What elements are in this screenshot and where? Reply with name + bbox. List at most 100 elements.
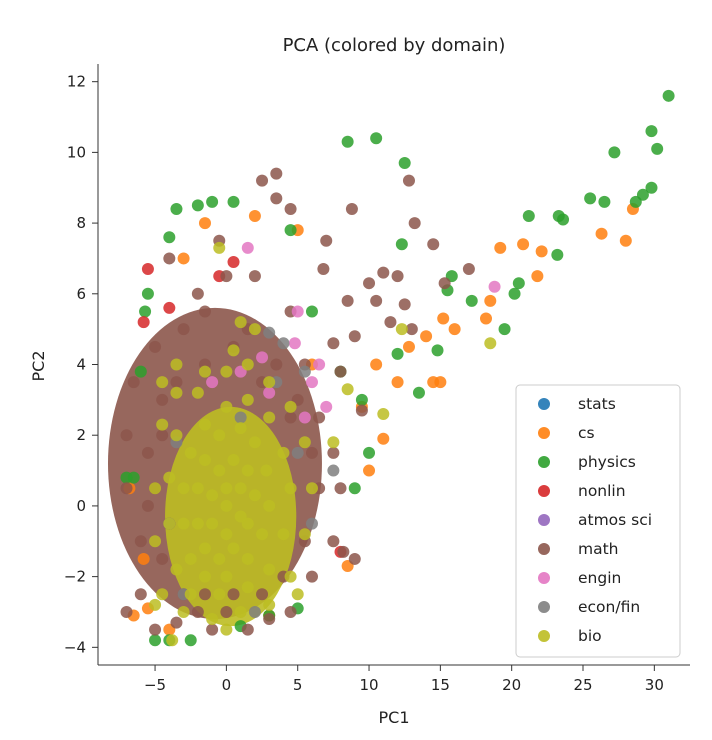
data-point-bio xyxy=(149,598,162,611)
data-point-nonlin xyxy=(141,263,154,276)
data-point-physics xyxy=(191,199,204,212)
data-point-math xyxy=(284,202,297,215)
data-point-math xyxy=(220,605,233,618)
data-point-cs xyxy=(531,270,544,283)
data-point-math xyxy=(127,376,140,389)
data-point-nonlin xyxy=(163,301,176,314)
data-point-bio xyxy=(284,570,297,583)
data-point-bio xyxy=(206,613,219,626)
data-point-bio xyxy=(341,383,354,396)
data-point-bio xyxy=(277,446,290,459)
legend-marker-engin xyxy=(538,572,550,584)
data-point-nonlin xyxy=(227,255,240,268)
legend-items: stats cs physics nonlin atmos sci math engin ec… xyxy=(538,395,652,645)
data-point-math xyxy=(156,429,169,442)
data-point-bio xyxy=(298,528,311,541)
legend-marker-physics xyxy=(538,456,550,468)
data-point-econ-fin xyxy=(327,464,340,477)
legend-marker-math xyxy=(538,543,550,555)
x-tick-label: 10 xyxy=(359,676,378,694)
data-point-econ-fin xyxy=(248,605,261,618)
data-point-math xyxy=(134,588,147,601)
data-point-math xyxy=(327,535,340,548)
x-tick-label: 15 xyxy=(431,676,450,694)
data-point-math xyxy=(348,330,361,343)
data-point-bio xyxy=(191,386,204,399)
data-point-bio xyxy=(170,429,183,442)
data-point-physics xyxy=(398,156,411,169)
data-point-math xyxy=(241,623,254,636)
x-tick-label: 20 xyxy=(502,676,521,694)
data-point-engin xyxy=(256,351,269,364)
data-point-cs xyxy=(448,323,461,336)
data-point-bio xyxy=(263,411,276,424)
data-point-bio xyxy=(277,528,290,541)
data-point-bio xyxy=(227,453,240,466)
data-point-bio xyxy=(284,400,297,413)
data-point-bio xyxy=(163,517,176,530)
chart-title: PCA (colored by domain) xyxy=(283,35,506,56)
data-point-bio xyxy=(260,464,273,477)
data-point-bio xyxy=(263,563,276,576)
data-point-math xyxy=(256,588,269,601)
data-point-bio xyxy=(156,376,169,389)
data-point-math xyxy=(149,623,162,636)
data-point-engin xyxy=(263,386,276,399)
data-point-engin xyxy=(288,337,301,350)
legend-label: cs xyxy=(578,424,595,442)
data-point-bio xyxy=(170,358,183,371)
y-tick-label: −2 xyxy=(64,568,86,586)
legend-marker-bio xyxy=(538,630,550,642)
data-point-bio xyxy=(156,418,169,431)
data-point-bio xyxy=(234,316,247,329)
data-point-math xyxy=(220,270,233,283)
data-point-math xyxy=(402,174,415,187)
data-point-math xyxy=(363,277,376,290)
data-point-physics xyxy=(522,210,535,223)
data-point-math xyxy=(327,337,340,350)
data-point-math xyxy=(227,588,240,601)
legend-marker-nonlin xyxy=(538,485,550,497)
data-point-math xyxy=(327,446,340,459)
data-point-bio xyxy=(227,344,240,357)
data-point-math xyxy=(345,202,358,215)
data-point-cs xyxy=(437,312,450,325)
data-point-econ-fin xyxy=(263,326,276,339)
legend-label: math xyxy=(578,540,619,558)
data-point-physics xyxy=(170,202,183,215)
data-point-econ-fin xyxy=(305,517,318,530)
data-point-math xyxy=(206,623,219,636)
data-point-cs xyxy=(517,238,530,251)
data-point-physics xyxy=(305,305,318,318)
y-tick-label: 0 xyxy=(76,497,86,515)
data-point-math xyxy=(284,605,297,618)
data-point-physics xyxy=(284,224,297,237)
data-point-math xyxy=(341,294,354,307)
data-point-physics xyxy=(227,195,240,208)
data-point-math xyxy=(191,605,204,618)
data-point-physics xyxy=(355,393,368,406)
data-point-math xyxy=(405,323,418,336)
data-point-econ-fin xyxy=(291,446,304,459)
data-point-physics xyxy=(391,347,404,360)
data-point-math xyxy=(348,552,361,565)
data-point-math xyxy=(141,499,154,512)
data-point-physics xyxy=(431,344,444,357)
data-point-bio xyxy=(177,517,190,530)
data-point-math xyxy=(370,294,383,307)
y-tick-label: 2 xyxy=(76,426,86,444)
data-point-bio xyxy=(263,598,276,611)
legend-label: stats xyxy=(578,395,616,413)
data-point-cs xyxy=(494,241,507,254)
legend-label: econ/fin xyxy=(578,598,640,616)
data-point-cs xyxy=(420,330,433,343)
y-tick-label: −4 xyxy=(64,638,86,656)
data-point-cs xyxy=(363,464,376,477)
data-point-physics xyxy=(598,195,611,208)
data-point-bio xyxy=(263,376,276,389)
legend-marker-econ-fin xyxy=(538,601,550,613)
legend-label: physics xyxy=(578,453,636,471)
data-point-bio xyxy=(166,634,179,647)
data-point-bio xyxy=(220,499,233,512)
data-point-cs xyxy=(535,245,548,258)
